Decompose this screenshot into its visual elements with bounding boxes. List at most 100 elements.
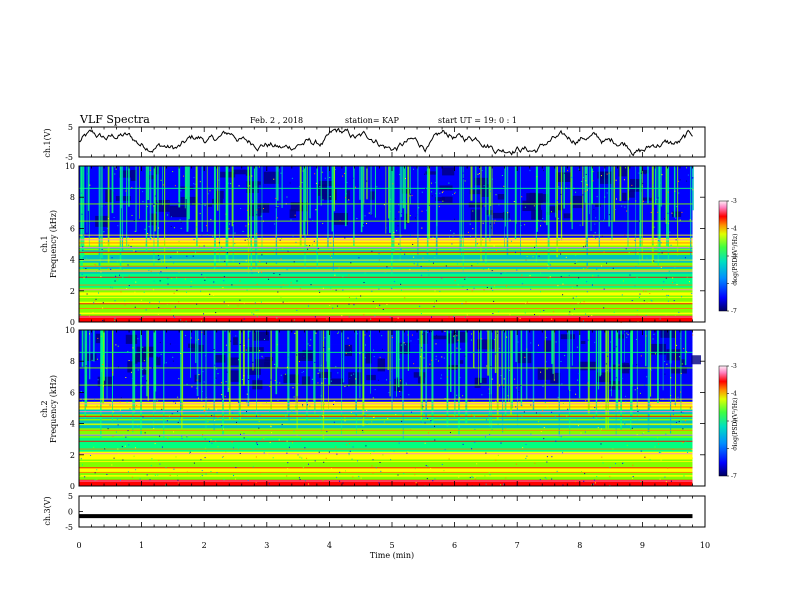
ch2-spectrogram-noise-pixel <box>276 381 278 383</box>
ch2-spectrogram-noise-pixel <box>233 475 235 477</box>
ch2-spectrogram-sferic-streak <box>147 330 149 401</box>
ch2-spectrogram-noise-pixel <box>256 442 258 444</box>
ch1-spectrogram-noise-pixel <box>601 235 603 237</box>
ch2-spectrogram-noise-pixel <box>201 390 203 392</box>
ch2-spectrogram-freq-band <box>79 457 693 460</box>
ch1-spectrogram-noise-pixel <box>668 270 670 272</box>
ch1-spectrogram-noise-pixel <box>551 318 553 320</box>
ch3-waveform-ytick-label: 0 <box>68 508 73 517</box>
ch1-spectrogram-noise-pixel <box>637 251 639 253</box>
ch1-spectrogram-noise-pixel <box>644 173 646 175</box>
ch2-spectrogram-noise-pixel <box>106 473 108 475</box>
ch1-spectrogram-noise-pixel <box>165 267 167 269</box>
ch1-spectrogram-noise-pixel <box>655 238 657 240</box>
ch2-spectrogram-low-power-patch <box>543 340 552 353</box>
ch1-spectrogram-noise-pixel <box>262 220 264 222</box>
ch1-spectrogram-noise-pixel <box>603 219 605 221</box>
ch1-spectrogram-noise-pixel <box>242 230 244 232</box>
ch1-spectrogram-noise-pixel <box>345 193 347 195</box>
ch2-spectrogram-noise-pixel <box>260 403 262 405</box>
ch1-spectrogram-noise-pixel <box>258 166 260 168</box>
ch1-spectrogram-noise-pixel <box>483 265 485 267</box>
ch2-spectrogram-noise-pixel <box>303 355 305 357</box>
ch1-spectrogram-noise-pixel <box>209 190 211 192</box>
ch2-spectrogram-freq-band <box>79 420 693 423</box>
ch1-spectrogram-low-power-patch <box>404 213 409 224</box>
ch2-spectrogram-noise-pixel <box>514 378 516 380</box>
ch2-spectrogram-noise-pixel <box>349 443 351 445</box>
ch2-spectrogram-noise-pixel <box>587 382 589 384</box>
ch2-spectrogram-noise-pixel <box>113 393 115 395</box>
ch1-spectrogram-noise-pixel <box>307 305 309 307</box>
ch2-spectrogram-noise-pixel <box>388 392 390 394</box>
ch1-spectrogram-noise-pixel <box>425 188 427 190</box>
ch1-spectrogram-noise-pixel <box>384 271 386 273</box>
ch2-spectrogram-noise-pixel <box>362 429 364 431</box>
ch2-spectrogram-noise-pixel <box>245 401 247 403</box>
ch2-spectrogram-noise-pixel <box>436 473 438 475</box>
ch2-spectrogram-noise-pixel <box>118 453 120 455</box>
ch2-spectrogram-noise-pixel <box>419 367 421 369</box>
ch2-spectrogram-noise-pixel <box>196 379 198 381</box>
ch2-spectrogram-noise-pixel <box>133 363 135 365</box>
ch2-spectrogram-low-power-patch <box>301 376 311 386</box>
ch2-spectrogram-noise-pixel <box>177 421 179 423</box>
ch2-spectrogram-freq-band <box>79 339 693 342</box>
ch1-spectrogram-noise-pixel <box>472 228 474 230</box>
ch2-spectrogram-noise-pixel <box>200 476 202 478</box>
ch1-spectrogram-noise-pixel <box>334 273 336 275</box>
ch2-spectrogram-noise-pixel <box>403 472 405 474</box>
ch1-spectrogram-noise-pixel <box>156 202 158 204</box>
ch2-spectrogram-noise-pixel <box>408 394 410 396</box>
ch1-spectrogram-noise-pixel <box>348 199 350 201</box>
ch2-spectrogram-noise-pixel <box>352 446 354 448</box>
ch1-spectrogram-noise-pixel <box>426 209 428 211</box>
ch2-spectrogram-noise-pixel <box>120 397 122 399</box>
ch1-spectrogram-noise-pixel <box>496 249 498 251</box>
ch2-spectrogram-noise-pixel <box>516 408 518 410</box>
ch2-spectrogram-noise-pixel <box>186 383 188 385</box>
ch1-spectrogram-noise-pixel <box>128 244 130 246</box>
ch2-spectrogram-noise-pixel <box>679 337 681 339</box>
ch2-spectrogram-noise-pixel <box>692 457 694 459</box>
x-tick-label: 6 <box>452 541 457 550</box>
ch2-spectrogram-noise-pixel <box>205 450 207 452</box>
ch2-spectrogram-noise-pixel <box>600 401 602 403</box>
ch2-spectrogram-noise-pixel <box>486 365 488 367</box>
ch1-spectrogram-noise-pixel <box>635 266 637 268</box>
ch2-spectrogram-noise-pixel <box>488 388 490 390</box>
ch2-spectrogram-noise-pixel <box>287 462 289 464</box>
ch2-spectrogram-noise-pixel <box>291 410 293 412</box>
ch2-spectrogram-noise-pixel <box>433 425 435 427</box>
ch1-spectrogram-noise-pixel <box>478 173 480 175</box>
ch1-spectrogram-noise-pixel <box>536 176 538 178</box>
ch1-spectrogram-noise-pixel <box>417 254 419 256</box>
ch1-spectrogram-noise-pixel <box>439 192 441 194</box>
ch2-spectrogram-noise-pixel <box>301 371 303 373</box>
ch2-spectrogram-freq-band <box>79 476 693 479</box>
ch1-spectrogram-noise-pixel <box>674 266 676 268</box>
ch1-spectrogram-noise-pixel <box>306 245 308 247</box>
ch1-spectrogram-noise-pixel <box>258 207 260 209</box>
ch1-spectrogram-noise-pixel <box>673 300 675 302</box>
ch1-spectrogram-noise-pixel <box>183 175 185 177</box>
ch1-spectrogram-noise-pixel <box>106 227 108 229</box>
ch2-spectrogram-low-power-patch <box>476 339 495 350</box>
ch2-spectrogram-noise-pixel <box>222 455 224 457</box>
ch1-spectrogram-freq-band <box>79 298 693 301</box>
ch1-spectrogram-noise-pixel <box>529 275 531 277</box>
ch1-spectrogram-noise-pixel <box>228 228 230 230</box>
ch1-spectrogram-noise-pixel <box>637 263 639 265</box>
ch2-spectrogram-noise-pixel <box>613 348 615 350</box>
ch1-spectrogram-noise-pixel <box>88 315 90 317</box>
ch1-spectrogram-sferic-streak <box>99 166 101 270</box>
ch1-spectrogram-noise-pixel <box>293 319 295 321</box>
ch1-spectrogram-sferic-streak <box>491 166 493 235</box>
ch2-spectrogram-noise-pixel <box>587 379 589 381</box>
ch2-spectrogram-sferic-streak <box>227 330 229 392</box>
ch2-spectrogram-low-power-patch <box>215 354 226 363</box>
ch2-spectrogram-ytick-label: 4 <box>70 420 75 429</box>
ch1-spectrogram-noise-pixel <box>413 263 415 265</box>
ch2-spectrogram-noise-pixel <box>430 467 432 469</box>
